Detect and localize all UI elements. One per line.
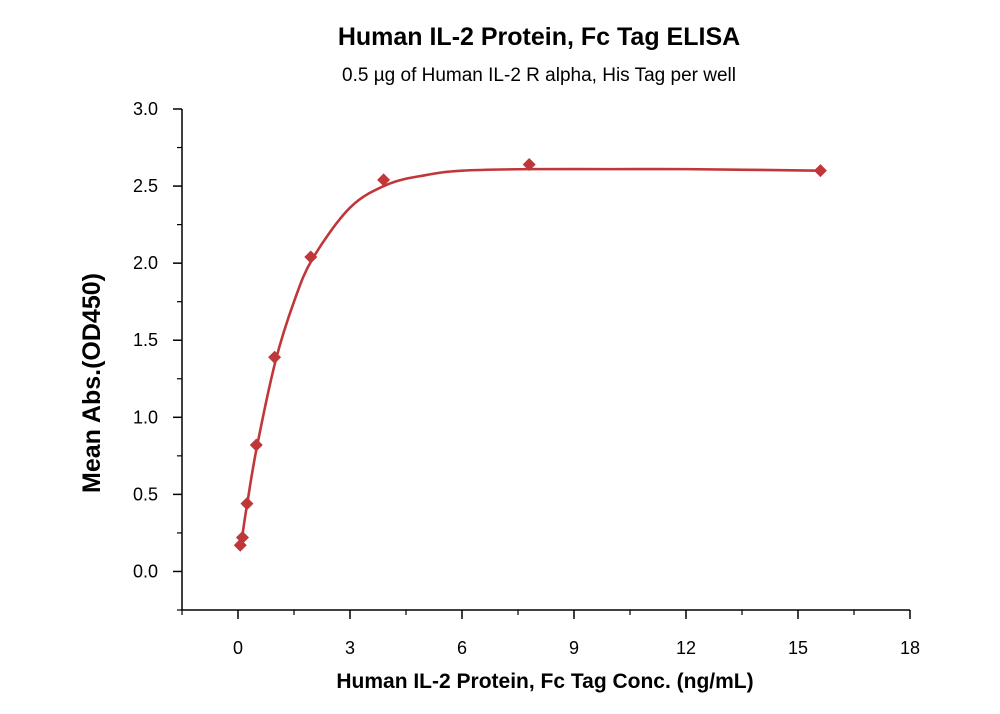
x-tick-label: 6 — [457, 638, 467, 658]
x-tick-label: 18 — [900, 638, 920, 658]
data-point — [304, 250, 318, 264]
fit-curve-layer — [238, 167, 821, 549]
data-point — [377, 173, 391, 187]
y-tick-label: 2.0 — [133, 253, 158, 273]
x-tick-label: 9 — [569, 638, 579, 658]
y-tick-label: 0.0 — [133, 561, 158, 581]
x-tick-label: 12 — [676, 638, 696, 658]
y-tick-label: 0.5 — [133, 484, 158, 504]
y-ticks: 0.0 0.5 1.0 1.5 2.0 2.5 3.0 — [133, 99, 182, 611]
y-axis-label: Mean Abs.(OD450) — [78, 273, 106, 493]
data-point — [522, 157, 536, 171]
fit-curve — [238, 167, 821, 549]
y-tick-label: 2.5 — [133, 176, 158, 196]
axes — [181, 109, 910, 611]
data-point — [813, 164, 827, 178]
data-points — [233, 157, 827, 552]
data-point — [235, 531, 249, 545]
chart-subtitle: 0.5 µg of Human IL-2 R alpha, His Tag pe… — [342, 65, 736, 86]
y-tick-label: 1.5 — [133, 330, 158, 350]
data-point — [240, 497, 254, 511]
x-ticks: 0 3 6 9 12 15 18 — [181, 610, 920, 658]
x-axis-label: Human IL-2 Protein, Fc Tag Conc. (ng/mL) — [336, 670, 753, 693]
x-tick-label: 0 — [233, 638, 243, 658]
data-point — [249, 438, 263, 452]
chart-title: Human IL-2 Protein, Fc Tag ELISA — [338, 23, 740, 51]
x-tick-label: 3 — [345, 638, 355, 658]
x-tick-label: 15 — [788, 638, 808, 658]
y-tick-label: 3.0 — [133, 99, 158, 119]
data-point — [268, 350, 282, 364]
y-tick-label: 1.0 — [133, 407, 158, 427]
